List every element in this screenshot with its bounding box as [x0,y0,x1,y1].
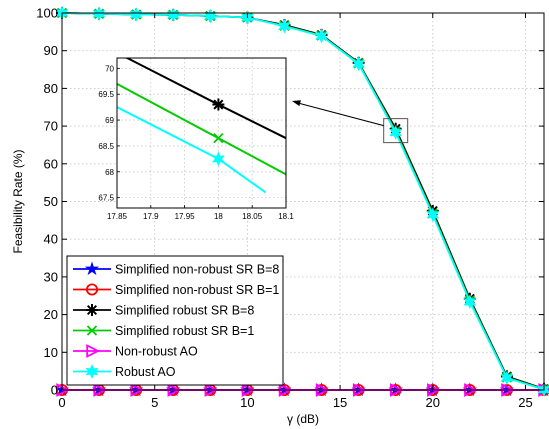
series-line [61,12,545,391]
legend-marker [84,261,100,276]
y-tick-label: 60 [44,156,58,171]
legend-label: Simplified robust SR B=1 [115,324,254,338]
y-tick-label: 90 [44,43,58,58]
data-point [500,370,514,386]
inset-data-point [213,133,224,144]
legend-marker [86,283,99,296]
legend-entry: Simplified robust SR B=8 [73,304,254,318]
data-point [389,125,403,140]
inset-x-tick-label: 17.85 [107,212,128,221]
inset-frame [116,57,287,209]
inset-x-tick-label: 18.05 [242,212,263,221]
y-tick-label: 40 [44,232,58,247]
legend: Simplified non-robust SR B=8 Simplified n… [66,255,284,386]
inset-y-tick-label: 68 [105,168,114,177]
zoom-arrow-head [292,100,301,107]
y-tick-label: 100 [36,6,58,21]
inset-y-tick-label: 69.5 [98,90,114,99]
legend-label: Simplified non-robust SR B=8 [115,263,279,277]
data-point [92,6,106,22]
legend-marker [86,325,98,336]
legend-label: Robust AO [115,365,176,379]
data-point [56,383,71,397]
inset-y-tick-label: 70 [105,64,114,73]
x-tick-label: 10 [240,395,254,410]
y-tick-label: 70 [44,119,58,134]
legend-label: Simplified robust SR B=8 [115,304,254,318]
legend-entry: Simplified robust SR B=1 [73,324,254,338]
zoom-arrow-shaft [297,102,384,127]
legend-entry: Robust AO [73,364,176,379]
y-tick-label: 10 [44,345,58,360]
zoom-box [383,118,409,144]
legend-marker [85,364,99,379]
inset-x-tick-label: 18 [214,212,223,221]
x-tick-label: 25 [518,395,532,410]
inset-series-group [117,58,286,194]
inset-data-point [212,98,225,111]
data-point [352,56,365,72]
data-point [129,7,143,22]
zoom-annotation [292,100,409,144]
y-tick-label: 80 [44,81,58,96]
x-tick-label: 20 [426,395,440,410]
data-point [166,7,180,23]
y-tick-label: 20 [44,307,58,322]
data-point [278,18,291,34]
y-tick-label: 50 [44,194,58,209]
inset-zoom-plot: 17.85 17.9 17.95 18 18.05 18.1 67.5 68 68.5 69 69.… [98,57,294,221]
legend-entry: Simplified non-robust SR B=1 [73,283,279,297]
axis-ticks: 0 5 10 15 20 25 0 10 20 30 40 50 60 70 80 90 100 [36,6,544,410]
data-point [426,207,440,223]
data-point [315,28,328,44]
inset-x-tick-label: 17.9 [143,212,159,221]
x-tick-label: 5 [151,395,158,410]
legend-entry: Non-robust AO [73,344,198,359]
x-tick-label: 15 [333,395,347,410]
y-tick-label: 30 [44,269,58,284]
inset-y-tick-label: 67.5 [98,194,114,203]
inset-data-point [212,151,225,167]
legend-box [66,255,284,386]
x-tick-label: 0 [58,395,65,410]
legend-marker [86,344,101,358]
inset-x-tick-label: 18.1 [278,212,294,221]
legend-label: Simplified non-robust SR B=1 [115,283,279,297]
y-tick-label: 0 [51,383,58,398]
inset-background [117,58,286,208]
inset-x-tick-label: 17.95 [175,212,196,221]
y-axis-label: Feasibility Rate (%) [11,149,25,253]
legend-marker [86,304,98,316]
legend-label: Non-robust AO [115,345,198,359]
data-point [463,294,477,310]
legend-entry: Simplified non-robust SR B=8 [73,261,279,277]
x-axis-label: γ (dB) [287,412,319,426]
inset-y-tick-label: 68.5 [98,142,114,151]
inset-y-tick-label: 69 [105,116,114,125]
